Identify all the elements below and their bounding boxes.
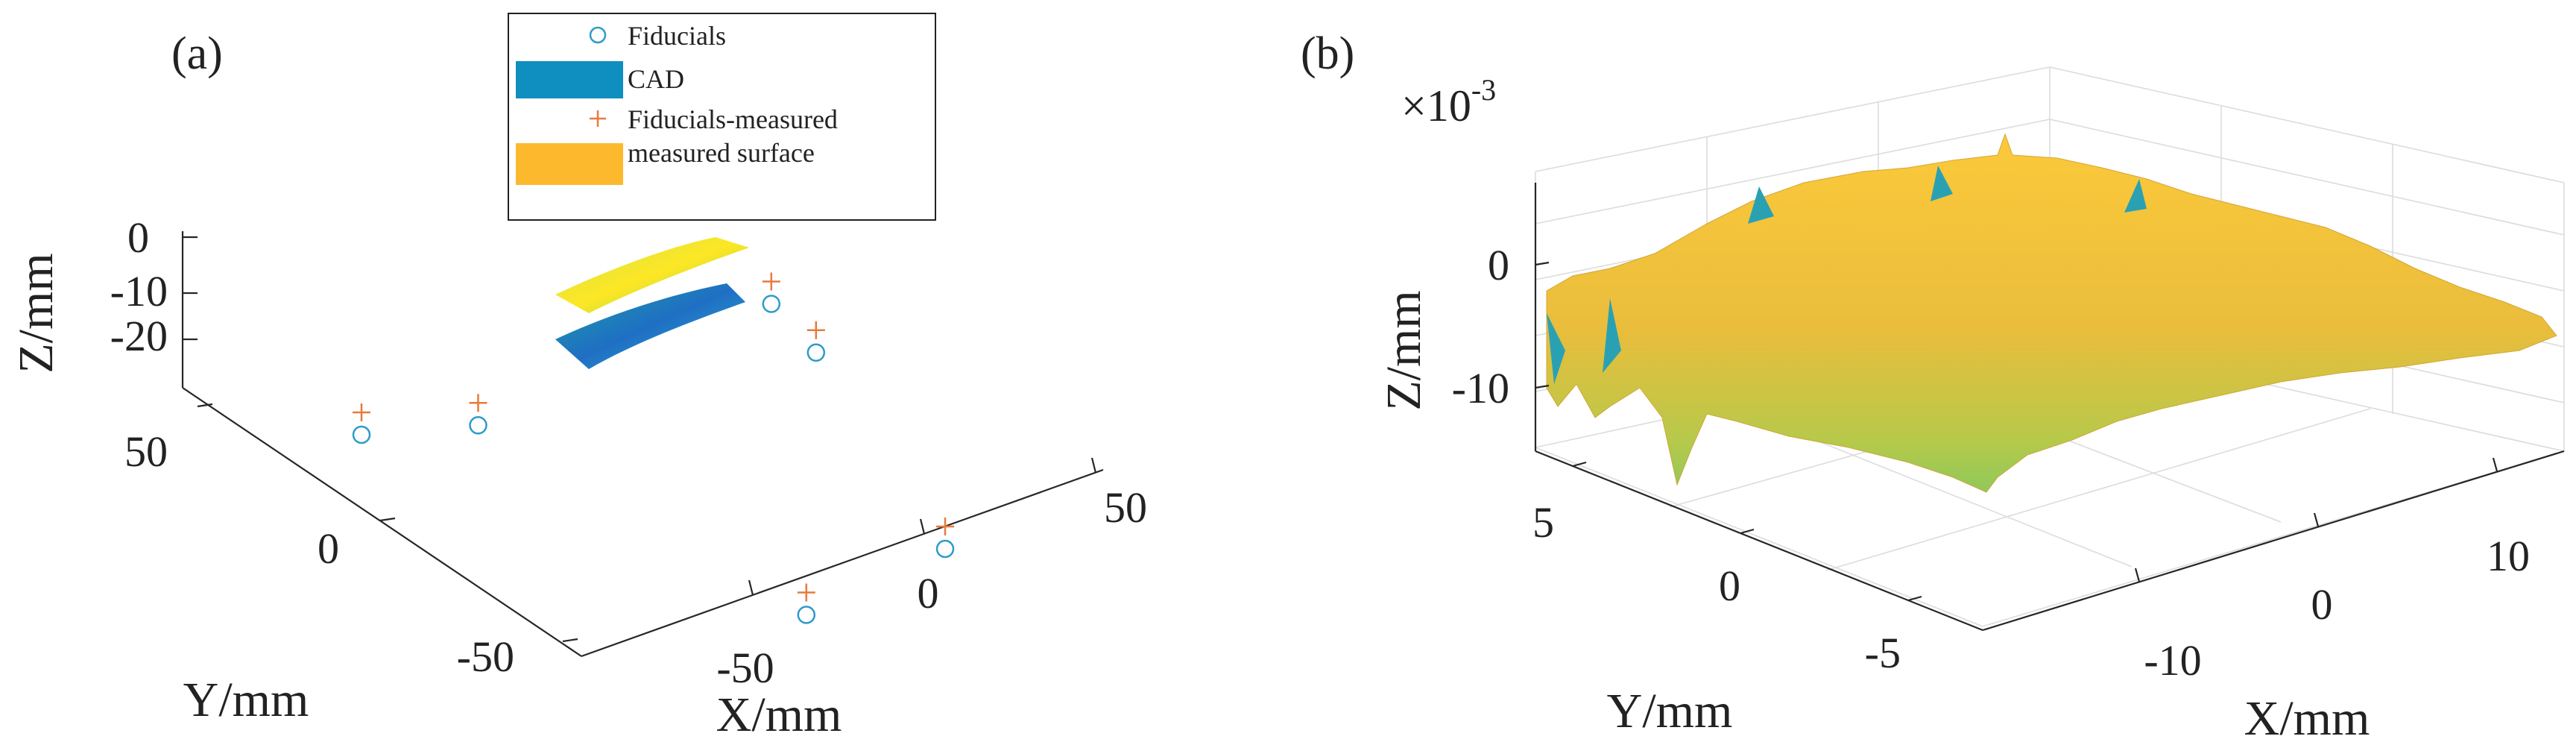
fiducial-point	[806, 343, 826, 362]
panel-a-ztick-label: -10	[110, 267, 168, 315]
panel-a-xtick-label: -50	[716, 644, 774, 692]
panel-a-label: (a)	[171, 28, 223, 79]
fiducial-point	[352, 425, 371, 444]
panel-b-ztick-label: -10	[1452, 364, 1509, 412]
panel-a-ytick-mark	[379, 517, 396, 522]
legend-fiducials-measured-label: Fiducials-measured	[628, 104, 838, 134]
panel-b-ztick-mark	[1535, 261, 1550, 266]
fiducial-point	[469, 416, 487, 435]
fiducial-point	[797, 606, 816, 624]
measured-surface-patch	[555, 237, 749, 313]
fiducials-measured-markers	[353, 272, 954, 602]
panel-b-xlabel: X/mm	[2244, 691, 2370, 745]
panel-b-label: (b)	[1301, 28, 1354, 79]
fiducial-measured-point	[797, 583, 815, 602]
legend-box	[508, 13, 936, 221]
panel-a-ztick-label: -20	[110, 312, 168, 360]
panel-a-zlabel: Z/mm	[9, 253, 63, 373]
panel-b-x-axis	[1982, 450, 2565, 632]
fiducial-measured-point	[762, 272, 780, 291]
legend: Fiducials CAD Fiducials-measured measure…	[508, 13, 936, 221]
panel-b-ztick-label: 0	[1488, 241, 1509, 289]
fiducial-measured-point	[806, 321, 825, 339]
fiducial-measured-point	[469, 394, 487, 412]
fiducial-point	[935, 539, 955, 559]
panel-b-ytick-mark	[1572, 461, 1587, 468]
panel-b-xtick-mark	[2134, 568, 2141, 582]
panel-b-ztick-mark	[1535, 384, 1550, 389]
fiducial-measured-point	[353, 403, 370, 421]
panel-a-y-axis	[182, 387, 582, 657]
legend-fiducials-swatch	[589, 26, 607, 44]
legend-fiducials-label: Fiducials	[628, 21, 726, 51]
panel-a-ytick-label: 50	[124, 427, 168, 476]
panel-a-ytick-mark	[562, 638, 578, 643]
legend-fiducials-measured-swatch	[590, 110, 606, 127]
surface-blue-facets	[1547, 166, 2147, 384]
panel-a-xtick-label: 50	[1104, 483, 1147, 532]
panel-a-xtick-mark	[1090, 457, 1097, 474]
panel-b-ylabel: Y/mm	[1607, 684, 1733, 738]
panel-b: (b) ×10-3 0 -10 5 0 -5 -10 0 10	[1301, 28, 2565, 745]
panel-b-ytick-mark	[1907, 595, 1922, 602]
panel-b-y-axis	[1535, 450, 1983, 632]
panel-b-exponent: ×10-3	[1401, 73, 1496, 131]
panel-a-ylabel: Y/mm	[183, 673, 309, 727]
panel-a-xtick-mark	[919, 518, 926, 535]
measured-surface-plot	[1546, 133, 2557, 493]
legend-measured-surface-label: measured surface	[628, 138, 815, 168]
legend-cad-label: CAD	[628, 64, 684, 94]
panel-a-ytick-mark	[197, 403, 213, 408]
cad-surface-patch	[555, 283, 745, 369]
panel-a-xlabel: X/mm	[716, 688, 842, 742]
legend-measured-surface-swatch	[516, 143, 623, 185]
fiducial-point	[762, 295, 781, 313]
panel-a-xtick-mark	[748, 579, 754, 596]
panel-b-xtick-label: -10	[2144, 636, 2201, 685]
legend-cad-swatch	[516, 61, 623, 98]
panel-b-ytick-mark	[1740, 528, 1755, 535]
panel-a-ztick-label: 0	[127, 213, 149, 262]
panel-b-xtick-label: 10	[2487, 532, 2530, 580]
panel-a-x-axis	[581, 468, 1104, 658]
panel-b-ytick-label: 0	[1719, 562, 1740, 610]
panel-a-ytick-label: 0	[318, 524, 339, 573]
panel-b-xtick-mark	[2313, 512, 2320, 527]
panel-b-xtick-label: 0	[2311, 580, 2333, 629]
panel-b-xtick-mark	[2492, 457, 2498, 472]
fiducials-markers	[352, 295, 955, 624]
panel-a: (a) 0 -10 -20 50 0 -50 -50 0 50 Z/mm Y/m…	[9, 13, 1147, 742]
panel-a-xtick-label: 0	[918, 569, 939, 617]
panel-a-ytick-label: -50	[457, 632, 514, 681]
panel-b-zlabel: Z/mm	[1377, 290, 1431, 410]
fiducial-measured-point	[936, 518, 954, 535]
panel-b-ytick-label: 5	[1532, 498, 1554, 547]
panel-b-ytick-label: -5	[1865, 629, 1901, 677]
